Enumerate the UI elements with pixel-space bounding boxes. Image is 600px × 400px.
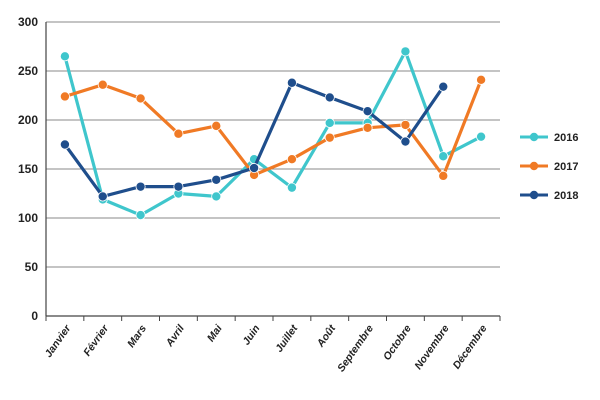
x-tick-label: Février <box>81 322 111 358</box>
legend-label: 2017 <box>554 161 578 173</box>
series-2016 <box>59 46 487 221</box>
x-tick-label: Juillet <box>273 322 301 354</box>
legend-item-2017: 2017 <box>520 161 578 173</box>
data-point <box>476 74 487 85</box>
data-point <box>211 174 222 185</box>
axes <box>45 22 501 321</box>
data-point <box>438 81 449 92</box>
data-point <box>135 181 146 192</box>
data-point <box>400 136 411 147</box>
data-point <box>438 170 449 181</box>
data-point <box>286 77 297 88</box>
x-tick-label: Janvier <box>42 322 73 360</box>
legend-label: 2018 <box>554 190 578 202</box>
data-point <box>324 92 335 103</box>
legend-marker <box>529 161 539 171</box>
data-point <box>59 139 70 150</box>
data-point <box>97 79 108 90</box>
data-point <box>59 51 70 62</box>
data-point <box>211 120 222 131</box>
data-point <box>249 163 260 174</box>
y-tick-label: 150 <box>18 162 38 176</box>
y-axis-ticks: 0 50 100 150 200 250 300 <box>18 15 38 323</box>
y-tick-label: 250 <box>18 64 38 78</box>
data-point <box>476 131 487 142</box>
data-point <box>97 191 108 202</box>
data-point <box>211 191 222 202</box>
data-point <box>135 93 146 104</box>
data-point <box>135 210 146 221</box>
y-tick-label: 100 <box>18 211 38 225</box>
x-tick-label: Novembre <box>412 323 451 372</box>
data-point <box>438 151 449 162</box>
series-2018 <box>59 77 449 202</box>
x-tick-label: Août <box>314 322 338 350</box>
data-point <box>173 181 184 192</box>
data-point <box>324 117 335 128</box>
data-point <box>173 128 184 139</box>
data-point <box>286 182 297 193</box>
data-point <box>59 91 70 102</box>
data-point <box>362 106 373 117</box>
legend-item-2018: 2018 <box>520 190 578 202</box>
x-axis-ticks: Janvier Février Mars Avril Mai Juin Juillet Aoû… <box>42 322 489 374</box>
y-tick-label: 200 <box>18 113 38 127</box>
data-point <box>286 154 297 165</box>
y-tick-label: 50 <box>25 260 39 274</box>
legend-marker <box>529 190 539 200</box>
x-tick-label: Octobre <box>381 323 414 363</box>
series-line-2016 <box>63 49 482 217</box>
x-tick-label: Mars <box>125 323 149 350</box>
legend-item-2016: 2016 <box>520 132 578 144</box>
y-tick-label: 0 <box>31 309 38 323</box>
legend: 2016 2017 2018 <box>520 132 578 202</box>
data-point <box>324 132 335 143</box>
y-tick-label: 300 <box>18 15 38 29</box>
series-group <box>59 46 487 221</box>
legend-marker <box>529 132 539 142</box>
x-tick-label: Septembre <box>335 323 376 374</box>
x-tick-label: Décembre <box>451 323 490 372</box>
legend-label: 2016 <box>554 132 578 144</box>
grid-lines <box>46 21 500 268</box>
x-tick-label: Mai <box>205 322 225 344</box>
x-tick-label: Avril <box>163 322 187 350</box>
x-tick-label: Juin <box>240 323 262 348</box>
data-point <box>362 122 373 133</box>
data-point <box>400 46 411 57</box>
data-point <box>400 119 411 130</box>
